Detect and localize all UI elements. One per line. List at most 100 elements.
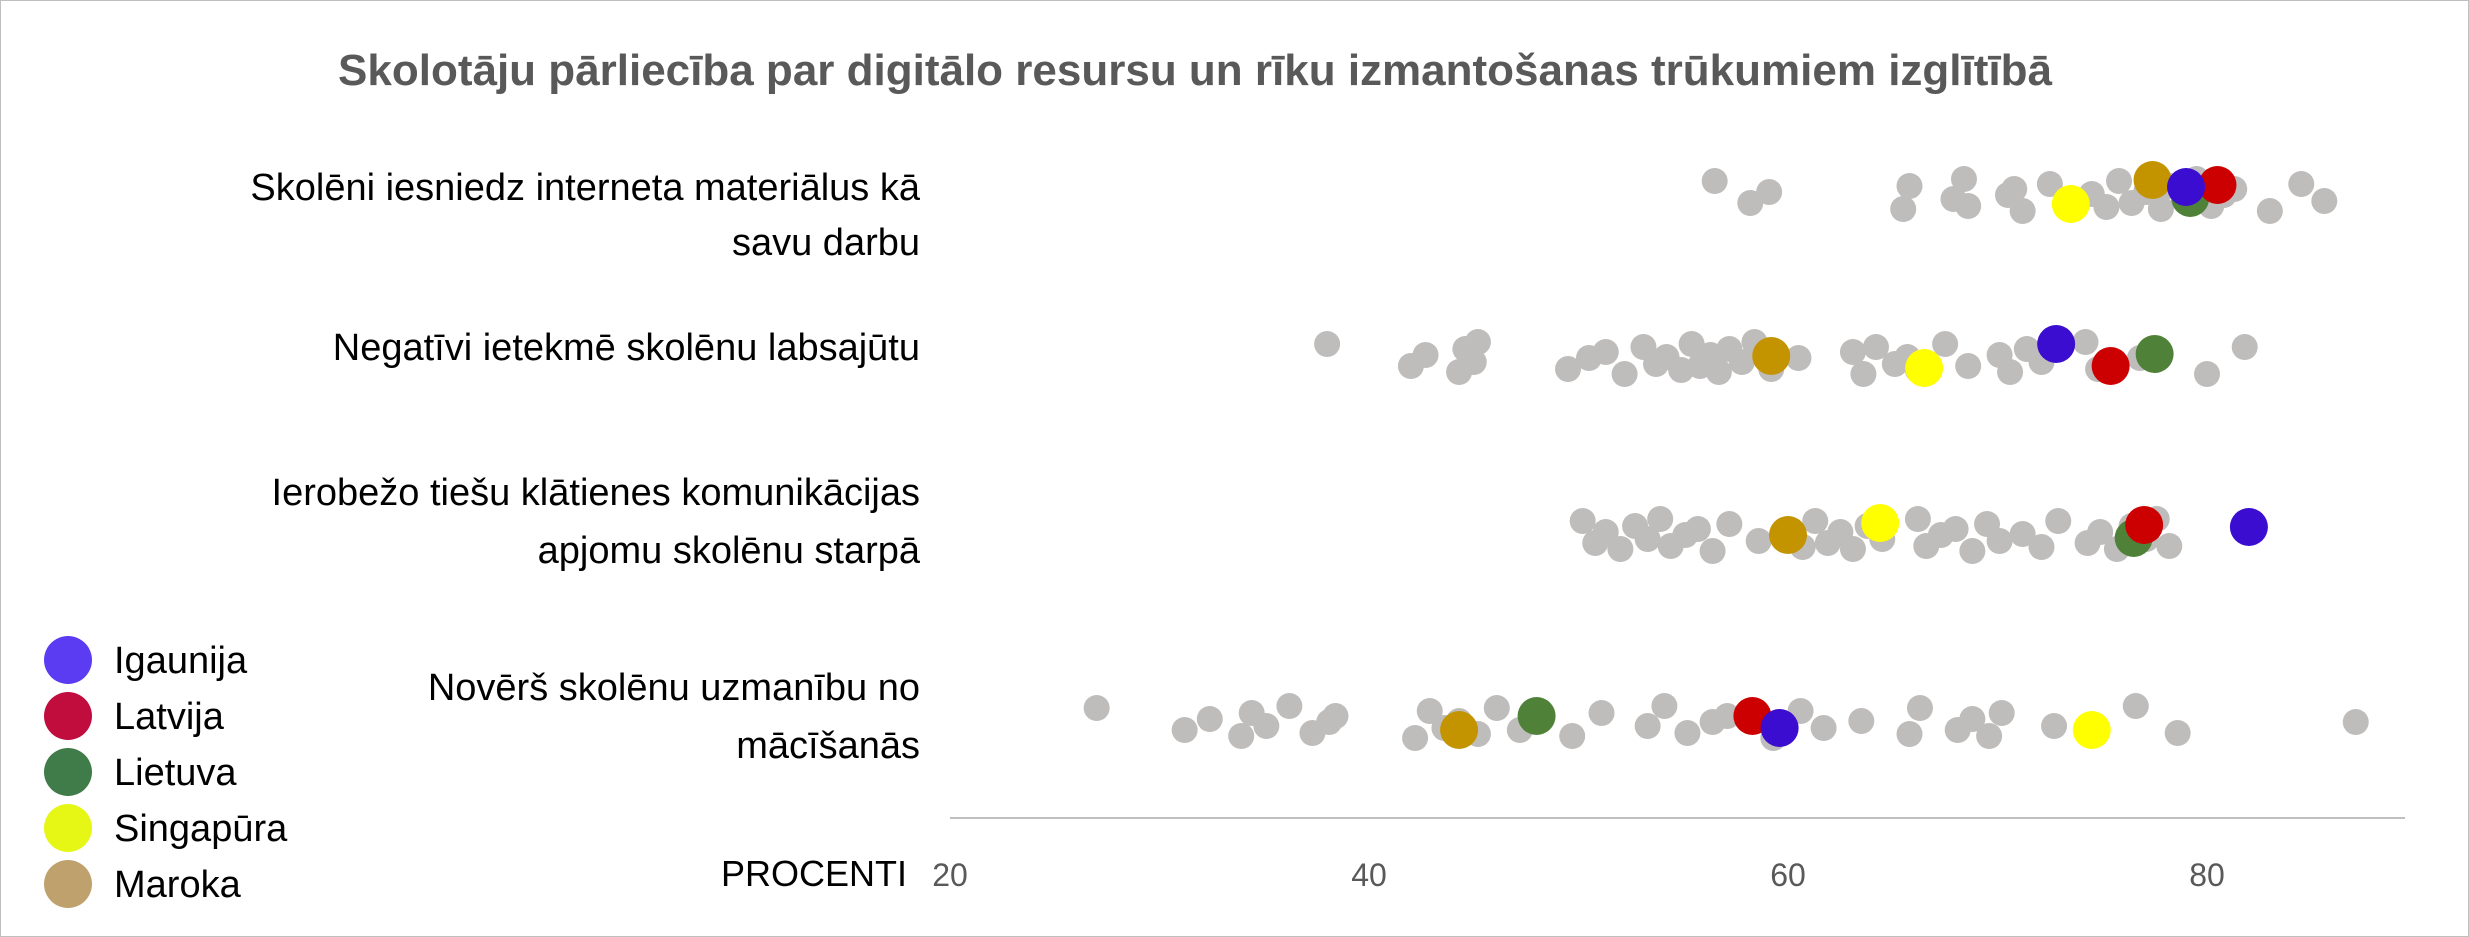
x-tick-label: 60 — [1770, 857, 1806, 893]
other-country-point — [1588, 700, 1615, 726]
other-country-point — [1714, 703, 1741, 729]
other-country-point — [1810, 715, 1837, 741]
other-country-point — [1276, 693, 1303, 719]
legend-marker — [44, 636, 92, 684]
other-country-point — [1559, 723, 1586, 749]
other-country-point — [1932, 331, 1959, 357]
category-label: Ierobežo tiešu klātienes komunikācijas — [272, 472, 920, 514]
point-igaunija — [2037, 325, 2076, 363]
point-lietuva — [1517, 697, 1556, 735]
other-country-point — [1412, 342, 1439, 368]
x-axis-label: PROCENTI — [721, 853, 907, 894]
other-country-point — [2001, 176, 2028, 202]
legend-marker — [44, 804, 92, 852]
other-country-point — [1745, 528, 1772, 554]
other-country-point — [1678, 331, 1705, 357]
other-country-point — [1986, 528, 2013, 554]
other-country-point — [1942, 516, 1969, 542]
point-singapūra — [1861, 504, 1900, 542]
other-country-point — [2009, 521, 2036, 547]
other-country-point — [1896, 721, 1923, 747]
other-country-point — [2256, 198, 2283, 224]
other-country-point — [1228, 723, 1255, 749]
other-country-point — [2093, 194, 2120, 220]
other-country-point — [1684, 516, 1711, 542]
other-country-point — [2342, 709, 2369, 735]
point-singapūra — [2051, 185, 2090, 223]
category-label: mācīšanās — [736, 725, 920, 767]
category-label: Negatīvi ietekmē skolēnu labsajūtu — [333, 327, 920, 369]
other-country-point — [1716, 511, 1743, 537]
other-country-point — [1848, 708, 1875, 734]
other-country-point — [1955, 193, 1982, 219]
point-igaunija — [2167, 168, 2206, 206]
other-country-point — [2231, 334, 2258, 360]
legend-label: Lietuva — [114, 752, 237, 794]
other-country-point — [1647, 506, 1674, 532]
other-country-point — [2156, 533, 2183, 559]
other-country-point — [1674, 720, 1701, 746]
legend-label: Igaunija — [114, 640, 248, 682]
other-country-point — [2288, 171, 2315, 197]
legend-label: Maroka — [114, 864, 242, 906]
other-country-point — [2072, 329, 2099, 355]
other-country-point — [1976, 723, 2003, 749]
other-country-point — [2009, 198, 2036, 224]
point-singapūra — [1905, 349, 1944, 387]
legend-marker — [44, 860, 92, 908]
other-country-point — [1402, 725, 1429, 751]
other-country-point — [1083, 695, 1110, 721]
legend-label: Singapūra — [114, 808, 288, 850]
x-axis-ticks: 20 40 60 80 — [932, 857, 2225, 893]
category-label: Novērš skolēnu uzmanību no — [428, 667, 920, 709]
other-country-point — [1464, 329, 1491, 355]
data-points — [1083, 161, 2369, 751]
point-igaunija — [1760, 709, 1799, 747]
other-country-point — [2194, 361, 2220, 387]
x-tick-label: 20 — [932, 857, 968, 893]
other-country-point — [1634, 526, 1661, 552]
other-country-point — [1196, 706, 1223, 732]
legend: Igaunija Latvija Lietuva Singapūra Maroka — [44, 636, 288, 908]
legend-label: Latvija — [114, 696, 225, 738]
other-country-point — [1322, 703, 1349, 729]
other-country-point — [2311, 188, 2338, 214]
other-country-point — [1802, 508, 1829, 534]
other-country-point — [1839, 536, 1866, 562]
point-latvija — [2125, 506, 2164, 544]
other-country-point — [2045, 508, 2072, 534]
point-maroka — [1769, 516, 1807, 554]
other-country-point — [1890, 196, 1917, 222]
other-country-point — [1737, 190, 1764, 216]
other-country-point — [1460, 349, 1487, 375]
other-country-point — [1592, 519, 1619, 545]
other-country-point — [1785, 345, 1812, 371]
other-country-point — [1483, 695, 1510, 721]
point-singapūra — [2072, 711, 2111, 749]
other-country-point — [1699, 538, 1726, 564]
other-country-point — [1862, 334, 1889, 360]
legend-marker — [44, 748, 92, 796]
chart-title: Skolotāju pārliecība par digitālo resurs… — [338, 46, 2052, 95]
category-labels: Skolēni iesniedz interneta materiālus kā… — [250, 167, 920, 767]
other-country-point — [2041, 713, 2068, 739]
point-latvija — [2198, 166, 2237, 204]
point-maroka — [1752, 337, 1791, 375]
point-maroka — [2133, 161, 2172, 199]
category-label: apjomu skolēnu starpā — [538, 530, 921, 572]
other-country-point — [1611, 361, 1638, 387]
other-country-point — [1988, 700, 2015, 726]
point-maroka — [1440, 711, 1479, 749]
category-label: Skolēni iesniedz interneta materiālus kā — [250, 167, 920, 209]
other-country-point — [1569, 508, 1596, 534]
other-country-point — [2147, 196, 2174, 222]
point-igaunija — [2229, 508, 2268, 546]
other-country-point — [2028, 534, 2055, 560]
other-country-point — [1839, 339, 1866, 365]
other-country-point — [1756, 179, 1783, 205]
other-country-point — [1896, 173, 1923, 199]
x-tick-label: 40 — [1351, 857, 1387, 893]
other-country-point — [1607, 536, 1634, 562]
other-country-point — [1705, 359, 1732, 385]
